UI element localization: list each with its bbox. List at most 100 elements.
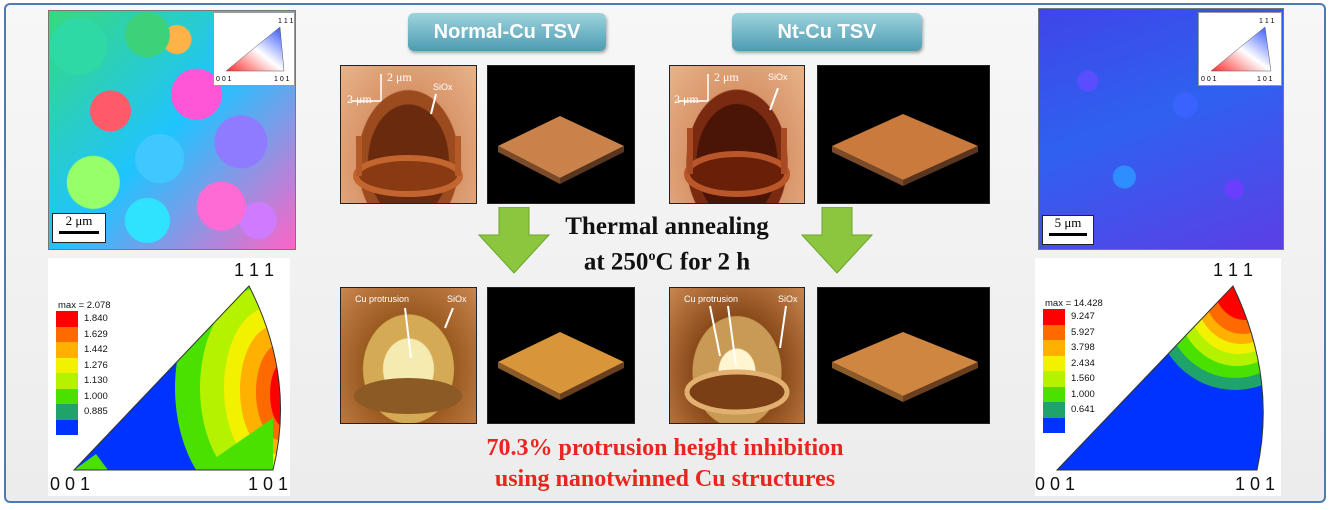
legend-level: 0.641 — [1071, 404, 1095, 416]
result-line-2: using nanotwinned Cu structures — [494, 466, 836, 492]
afm-cu-protrusion-label: Cu protrusion — [355, 294, 410, 304]
arrow-down-icon — [800, 207, 874, 274]
annealing-line-2: at 250oC for 2 h — [545, 242, 789, 277]
afm-axis-label-x: 2 μm — [674, 92, 699, 106]
contour-legend: max = 14.428 9.247 5.927 3.798 2.434 1.560 1.… — [1043, 298, 1103, 433]
ipf-label-111: 1 1 1 — [1259, 18, 1275, 25]
scale-bar-text: 5 μm — [1054, 215, 1082, 230]
afm-nt-cu-after: Cu protrusion SiOx — [669, 287, 805, 424]
ipf-triangle-icon: 1 1 1 0 0 1 1 0 1 — [216, 18, 294, 83]
afm-normal-cu-before: 2 μm 2 μm SiOx — [340, 65, 477, 204]
afm-normal-cu-surface-before — [487, 65, 635, 204]
tag-normal-cu-tsv: Normal-Cu TSV — [408, 13, 606, 51]
pole-label-101: 1 0 1 — [248, 474, 289, 494]
legend-row — [1043, 417, 1103, 433]
legend-swatch — [56, 342, 78, 358]
result-text: 70.3% protrusion height inhibition using… — [420, 433, 910, 495]
annealing-line-1: Thermal annealing — [565, 213, 769, 240]
legend-row: 3.798 — [1043, 340, 1103, 356]
pole-label-111: 1 1 1 — [1213, 260, 1254, 280]
legend-level: 2.434 — [1071, 357, 1095, 369]
afm-siox-label: SiOx — [778, 294, 798, 304]
legend-swatch — [1043, 402, 1065, 418]
legend-level: 1.442 — [84, 344, 108, 356]
afm-normal-cu-surface-after — [487, 287, 635, 424]
legend-level: 5.927 — [1071, 326, 1095, 338]
afm-nt-cu-surface-after — [817, 287, 990, 424]
afm-nt-cu-before: 2 μm 2 μm SiOx — [669, 65, 805, 204]
degree-superscript: o — [648, 249, 656, 264]
pole-label-001: 0 0 1 — [50, 474, 91, 494]
pole-figure-contour — [72, 285, 281, 471]
afm-well-graphic — [351, 74, 463, 197]
annealing-temp-prefix: at 250 — [583, 248, 649, 276]
afm-axis-label-y: 2 μm — [387, 70, 412, 84]
legend-row: 0.885 — [56, 404, 111, 420]
afm-siox-label: SiOx — [433, 82, 453, 92]
legend-row: 1.442 — [56, 342, 111, 358]
legend-row: 1.840 — [56, 311, 111, 327]
legend-level: 1.000 — [1071, 388, 1095, 400]
legend-swatch — [56, 373, 78, 389]
legend-swatch — [1043, 324, 1065, 340]
legend-level: 1.000 — [84, 390, 108, 402]
afm-surface-graphic — [498, 116, 624, 184]
inverse-pole-figure-normal-cu: 1 1 1 0 0 1 1 0 1 max = 2.078 1.840 1.629… — [48, 258, 290, 496]
scale-bar-right: 5 μm — [1042, 215, 1094, 245]
legend-row: 5.927 — [1043, 324, 1103, 340]
legend-level: 1.130 — [84, 375, 108, 387]
ipf-key-right: 1 1 1 0 0 1 1 0 1 — [1198, 12, 1282, 86]
ipf-label-111: 1 1 1 — [278, 18, 294, 25]
afm-surface-graphic — [832, 114, 978, 186]
legend-swatch — [56, 357, 78, 373]
tag-nt-cu-tsv: Nt-Cu TSV — [732, 13, 922, 51]
legend-row: 1.276 — [56, 357, 111, 373]
ipf-label-101: 1 0 1 — [274, 76, 290, 83]
legend-rows: 1.840 1.629 1.442 1.276 1.130 1.000 0.885 — [56, 311, 111, 435]
afm-cu-protrusion-label: Cu protrusion — [684, 294, 739, 304]
legend-row: 2.434 — [1043, 355, 1103, 371]
afm-siox-label: SiOx — [768, 72, 788, 82]
legend-swatch — [56, 311, 78, 327]
legend-row: 0.641 — [1043, 402, 1103, 418]
legend-row — [56, 419, 111, 435]
legend-swatch — [56, 404, 78, 420]
afm-protrusion-graphic — [684, 305, 790, 415]
ipf-label-001: 0 0 1 — [1201, 76, 1217, 83]
legend-row: 1.629 — [56, 326, 111, 342]
legend-level: 9.247 — [1071, 311, 1095, 323]
ipf-triangle-icon: 1 1 1 0 0 1 1 0 1 — [1201, 18, 1275, 83]
pole-label-001: 0 0 1 — [1035, 474, 1076, 494]
afm-surface-graphic — [832, 332, 978, 402]
legend-rows: 9.247 5.927 3.798 2.434 1.560 1.000 0.641 — [1043, 309, 1103, 433]
afm-protrusion-graphic — [354, 307, 462, 414]
legend-level: 1.840 — [84, 313, 108, 325]
legend-swatch — [1043, 386, 1065, 402]
legend-max-value: max = 2.078 — [58, 300, 111, 311]
pole-figure-contour — [1055, 285, 1264, 471]
legend-max-value: max = 14.428 — [1045, 298, 1103, 309]
legend-swatch — [56, 419, 78, 435]
pole-label-101: 1 0 1 — [1235, 474, 1276, 494]
afm-surface-graphic — [498, 332, 624, 400]
legend-swatch — [1043, 340, 1065, 356]
ipf-label-001: 0 0 1 — [216, 76, 232, 83]
legend-row: 1.130 — [56, 373, 111, 389]
scale-bar-line — [1049, 233, 1087, 236]
result-line-1: 70.3% protrusion height inhibition — [486, 435, 844, 461]
legend-row: 9.247 — [1043, 309, 1103, 325]
legend-swatch — [1043, 417, 1065, 433]
annealing-temp-suffix: C for 2 h — [655, 248, 751, 276]
ipf-key-left: 1 1 1 0 0 1 1 0 1 — [213, 12, 295, 86]
afm-siox-label: SiOx — [447, 294, 467, 304]
scale-bar-line — [59, 231, 99, 234]
legend-row: 1.560 — [1043, 371, 1103, 387]
legend-level: 1.276 — [84, 359, 108, 371]
legend-level: 1.629 — [84, 328, 108, 340]
legend-swatch — [1043, 355, 1065, 371]
legend-level: 1.560 — [1071, 373, 1095, 385]
annealing-condition-text: Thermal annealing at 250oC for 2 h — [545, 212, 789, 277]
afm-normal-cu-after: Cu protrusion SiOx — [340, 287, 477, 424]
afm-axis-label-y: 2 μm — [714, 70, 739, 84]
legend-swatch — [1043, 371, 1065, 387]
